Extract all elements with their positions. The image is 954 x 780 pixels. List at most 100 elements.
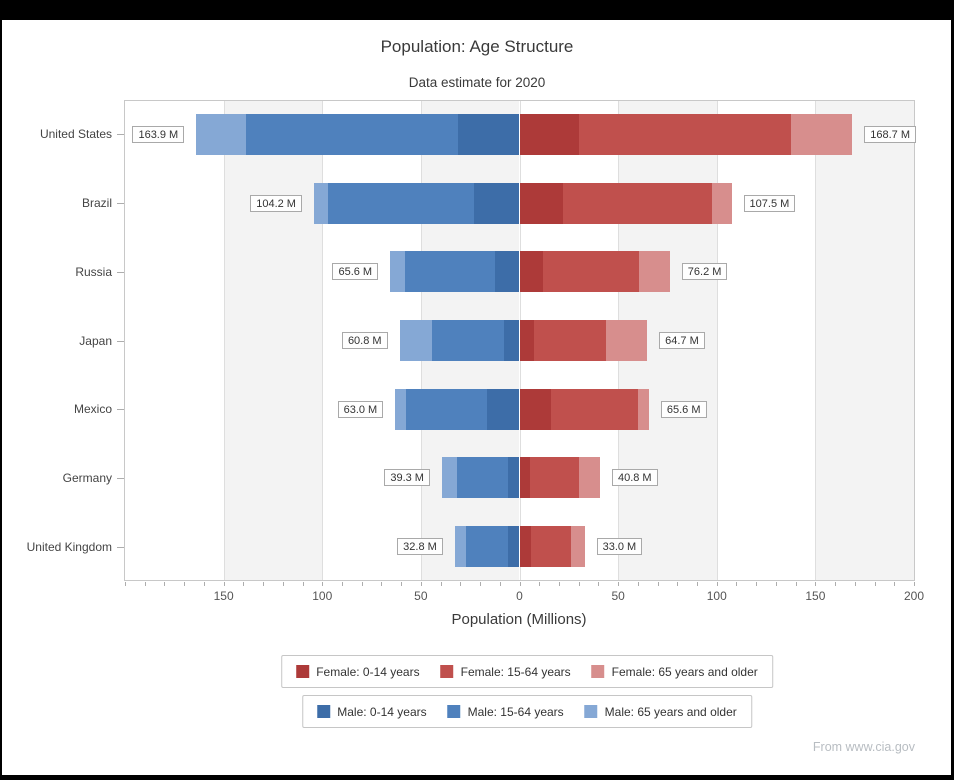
legend-item-female-15-64-years[interactable]: Female: 15-64 years [440,664,571,679]
bar-segment-female-65-years-and-older[interactable] [791,113,853,155]
axis-tick [795,582,797,586]
bar-segment-female-65-years-and-older[interactable] [571,526,585,568]
bar-segment-female-65-years-and-older[interactable] [638,388,649,430]
bar-segment-male-0-14-years[interactable] [504,320,520,361]
bar-segment-female-15-64-years[interactable] [562,182,712,224]
female-total-label: 65.6 M [660,400,707,418]
category-tick [117,546,124,548]
category-tick [117,477,124,479]
bar-segment-female-0-14-years[interactable] [519,526,531,568]
bar-segment-female-15-64-years[interactable] [542,251,639,293]
bar-segment-female-0-14-years[interactable] [519,320,534,361]
legend-item-male-0-14-years[interactable]: Male: 0-14 years [317,705,427,719]
category-label: Germany [62,470,112,485]
bar-segment-male-0-14-years[interactable] [457,113,520,155]
bar-segment-male-65-years-and-older[interactable] [454,526,466,568]
female-total-label: 76.2 M [681,263,728,281]
bar-segment-female-65-years-and-older[interactable] [605,320,648,361]
legend-item-male-15-64-years[interactable]: Male: 15-64 years [447,704,564,719]
legend-item-female-65-years-and-older[interactable]: Female: 65 years and older [591,664,758,679]
bar-segment-female-0-14-years[interactable] [519,388,551,430]
bar-segment-male-65-years-and-older[interactable] [441,457,458,499]
axis-tick [519,582,521,586]
legend-item-label: Male: 15-64 years [467,704,564,719]
bar-segment-male-0-14-years[interactable] [474,182,520,224]
legend-item-label: Female: 15-64 years [460,664,571,679]
male-total-label: 63.0 M [337,400,384,418]
gridline [716,101,718,580]
axis-tick [263,582,265,586]
bar-segment-female-15-64-years[interactable] [578,113,792,155]
axis-tick-label: 100 [312,589,333,603]
bar-segment-male-65-years-and-older[interactable] [313,182,329,224]
axis-tick [578,582,580,586]
female-total-label: 168.7 M [864,125,917,143]
bar-segment-male-15-64-years[interactable] [431,320,505,361]
bar-segment-male-15-64-years[interactable] [465,526,509,568]
chart-subtitle: Data estimate for 2020 [408,75,546,90]
axis-tick [223,582,225,586]
axis-tick [637,582,639,586]
bar-segment-male-15-64-years[interactable] [405,388,488,430]
axis-tick [401,582,403,586]
male-total-label: 163.9 M [132,125,185,143]
bar-segment-male-65-years-and-older[interactable] [390,251,405,293]
axis-tick-label: 50 [414,589,428,603]
female-total-label: 64.7 M [659,332,705,349]
bar-segment-female-0-14-years[interactable] [519,457,531,499]
axis-tick [697,582,699,586]
category-label: United Kingdom [26,539,112,554]
axis-tick [716,582,718,586]
male-total-label: 104.2 M [250,194,302,212]
bar-segment-female-65-years-and-older[interactable] [579,457,600,499]
bar-segment-male-15-64-years[interactable] [404,251,495,293]
bar-segment-female-15-64-years[interactable] [550,388,639,430]
legend-item-male-65-years-and-older[interactable]: Male: 65 years and older [584,705,737,719]
bar-segment-male-0-14-years[interactable] [508,457,520,499]
source-note: From www.cia.gov [812,740,915,754]
legend-item-label: Female: 0-14 years [316,664,420,679]
female-total-label: 40.8 M [611,469,658,487]
bar-segment-female-15-64-years[interactable] [530,457,580,499]
axis-tick [756,582,758,586]
axis-tick [322,582,324,586]
bar-segment-male-15-64-years[interactable] [328,182,475,224]
axis-tick [302,582,304,586]
bar-segment-female-15-64-years[interactable] [533,320,606,361]
bar-segment-male-15-64-years[interactable] [245,113,458,155]
gridline [815,101,817,580]
bar-segment-female-65-years-and-older[interactable] [638,251,670,293]
axis-tick [894,582,896,586]
category-label: Brazil [81,196,112,211]
bar-segment-male-0-14-years[interactable] [487,388,520,430]
bar-segment-female-0-14-years[interactable] [519,251,543,293]
category-label: United States [39,127,112,142]
axis-tick [124,582,126,586]
axis-tick [874,582,876,586]
bar-segment-male-65-years-and-older[interactable] [395,388,406,430]
bar-segment-female-15-64-years[interactable] [530,526,572,568]
legend-color-swatch [447,705,461,718]
bar-segment-male-65-years-and-older[interactable] [196,113,246,155]
bar-segment-female-65-years-and-older[interactable] [711,182,732,224]
male-total-label: 32.8 M [397,538,443,556]
axis-tick [618,582,620,586]
bar-segment-male-65-years-and-older[interactable] [399,320,432,361]
axis-tick [420,582,422,586]
axis-tick [815,582,817,586]
bar-segment-male-15-64-years[interactable] [457,457,509,499]
bar-segment-female-0-14-years[interactable] [519,182,563,224]
category-tick [117,271,124,273]
legend-item-label: Female: 65 years and older [611,664,758,679]
female-total-label: 107.5 M [743,194,796,212]
axis-tick-label: 150 [805,589,826,603]
axis-tick [657,582,659,586]
bar-segment-male-0-14-years[interactable] [494,251,520,293]
legend-color-swatch [317,705,331,718]
bar-segment-female-0-14-years[interactable] [519,113,579,155]
bar-segment-male-0-14-years[interactable] [508,526,520,568]
axis-tick-label: 150 [213,589,234,603]
legend-item-female-0-14-years[interactable]: Female: 0-14 years [296,664,420,679]
axis-tick [144,582,146,586]
